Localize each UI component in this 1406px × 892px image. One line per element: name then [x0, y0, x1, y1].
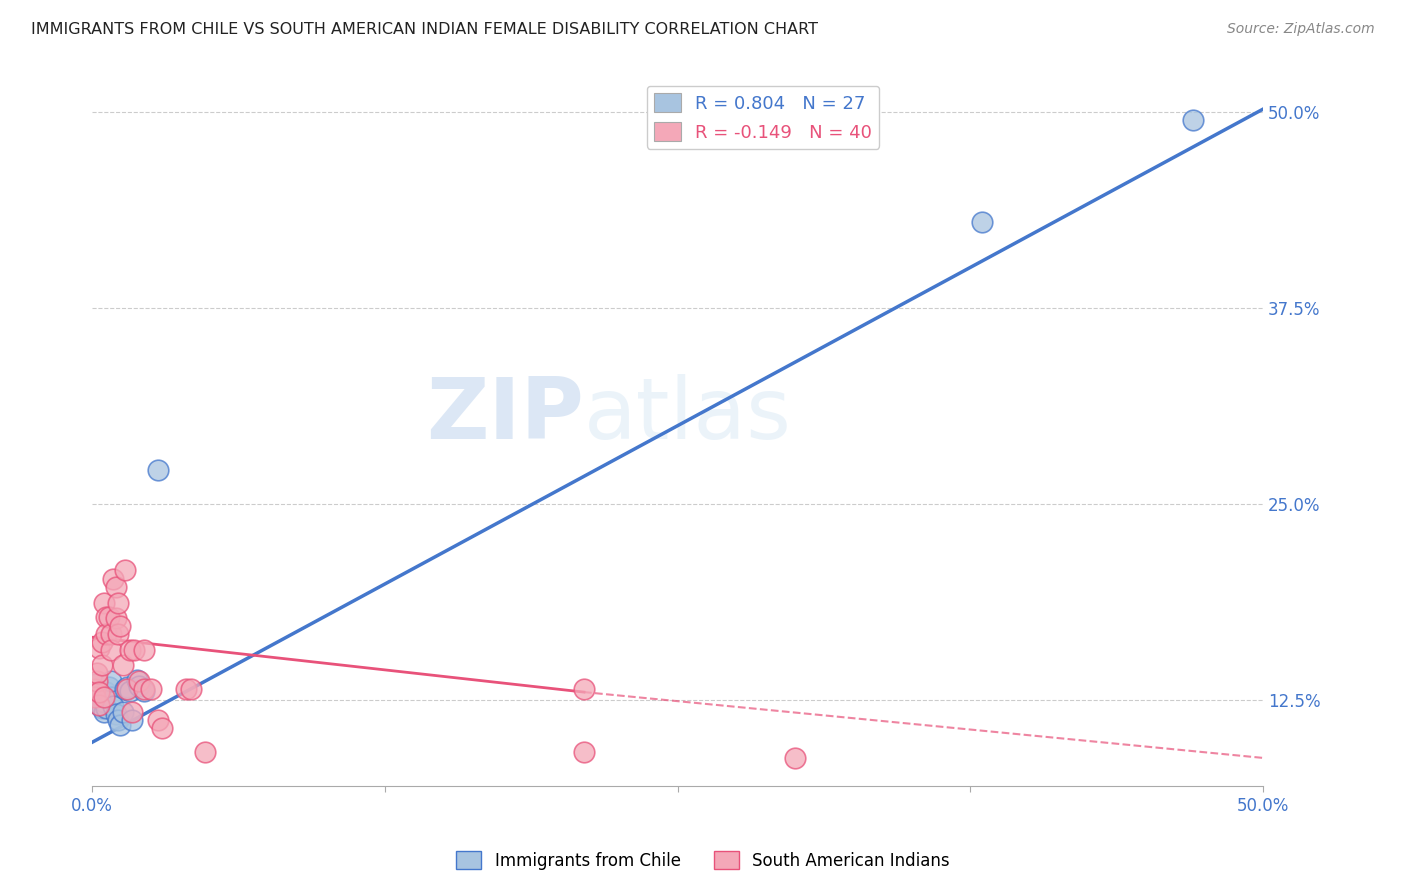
Legend: Immigrants from Chile, South American Indians: Immigrants from Chile, South American In… [450, 845, 956, 877]
Point [83, 677, 105, 691]
Point [118, 642, 141, 657]
Point [110, 619, 132, 633]
Point [117, 681, 139, 696]
Point [107, 596, 129, 610]
Point [107, 714, 129, 728]
Point [118, 683, 141, 698]
Point [86, 688, 108, 702]
Point [89, 641, 111, 656]
Point [572, 681, 595, 696]
Point [100, 674, 122, 689]
Point [104, 580, 127, 594]
Point [86, 674, 108, 689]
Point [104, 611, 127, 625]
Point [180, 681, 202, 696]
Point [107, 627, 129, 641]
Point [139, 681, 162, 696]
Point [152, 721, 174, 735]
Point [125, 673, 148, 687]
Point [89, 685, 111, 699]
Point [128, 674, 150, 689]
Point [121, 714, 143, 728]
Text: IMMIGRANTS FROM CHILE VS SOUTH AMERICAN INDIAN FEMALE DISABILITY CORRELATION CHA: IMMIGRANTS FROM CHILE VS SOUTH AMERICAN … [31, 22, 818, 37]
Point [93, 596, 115, 610]
Point [103, 572, 125, 586]
Point [96, 685, 118, 699]
Point [89, 698, 111, 712]
Point [93, 694, 115, 708]
Point [1181, 113, 1204, 128]
Point [90, 658, 112, 673]
Point [96, 627, 118, 641]
Point [83, 681, 105, 696]
Point [96, 700, 118, 714]
Point [104, 706, 127, 721]
Point [132, 642, 155, 657]
Point [117, 681, 139, 695]
Point [972, 215, 994, 229]
Text: Source: ZipAtlas.com: Source: ZipAtlas.com [1227, 22, 1375, 37]
Point [114, 681, 136, 696]
Point [89, 698, 111, 712]
Text: atlas: atlas [583, 374, 792, 457]
Point [572, 745, 595, 759]
Point [97, 681, 120, 695]
Point [86, 666, 108, 681]
Text: ZIP: ZIP [426, 374, 583, 457]
Point [97, 610, 120, 624]
Point [194, 745, 217, 759]
Legend: R = 0.804   N = 27, R = -0.149   N = 40: R = 0.804 N = 27, R = -0.149 N = 40 [647, 86, 880, 149]
Point [100, 642, 122, 657]
Point [121, 706, 143, 720]
Point [110, 718, 132, 732]
Point [103, 699, 125, 714]
Point [100, 690, 122, 704]
Point [174, 681, 197, 696]
Point [93, 690, 115, 704]
Point [90, 700, 112, 714]
Point [124, 642, 146, 657]
Point [100, 627, 122, 641]
Point [96, 610, 118, 624]
Point [146, 714, 169, 728]
Point [111, 706, 134, 720]
Point [132, 681, 155, 696]
Point [90, 635, 112, 649]
Point [83, 690, 105, 704]
Point [132, 683, 155, 698]
Point [89, 685, 111, 699]
Point [93, 706, 115, 720]
Point [128, 679, 150, 693]
Point [783, 751, 806, 765]
Point [114, 563, 136, 577]
Point [146, 462, 169, 476]
Point [111, 658, 134, 673]
